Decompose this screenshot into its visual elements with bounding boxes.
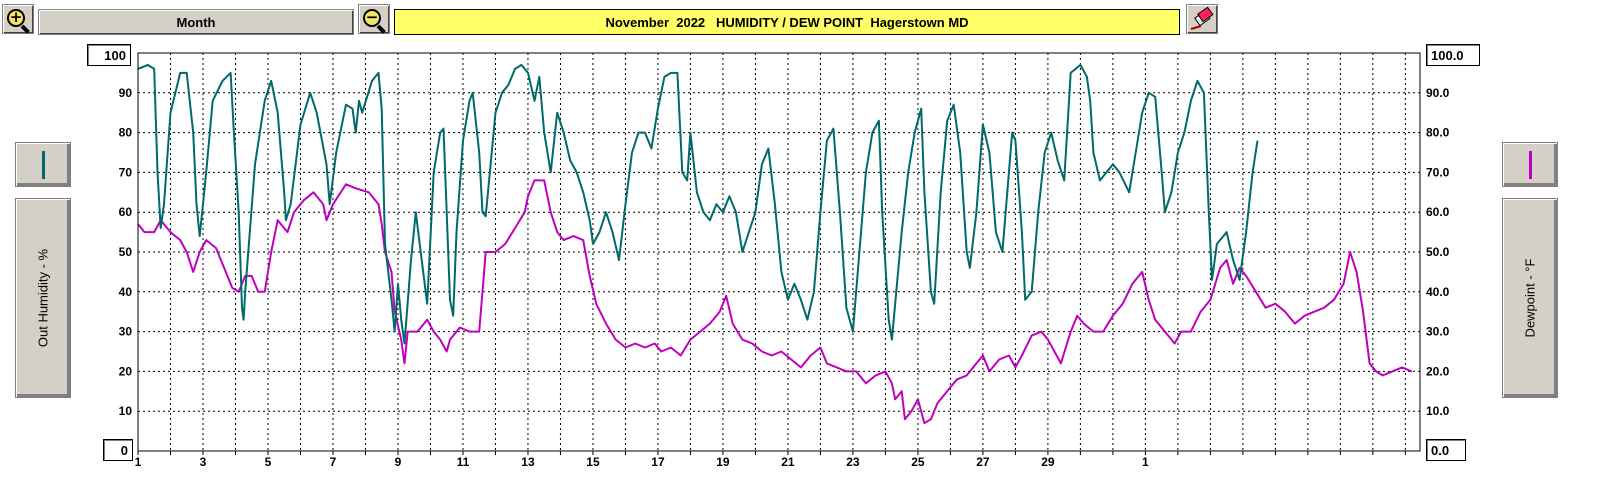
- y-left-tick-label: 80: [119, 126, 133, 140]
- x-tick-label: 7: [330, 455, 337, 469]
- dewpoint-line-swatch: [1529, 151, 1532, 179]
- y-right-tick-label: 30.0: [1426, 325, 1450, 339]
- series-layer: [137, 63, 1413, 425]
- y-left-tick-label: 70: [119, 165, 133, 179]
- zoom-out-button[interactable]: −: [358, 4, 390, 34]
- dewpoint-axis-panel[interactable]: Dewpoint - °F: [1502, 198, 1558, 398]
- x-tick-label: 25: [911, 455, 925, 469]
- y-right-tick-label: 40.0: [1426, 285, 1450, 299]
- x-tick-label: 27: [976, 455, 990, 469]
- left-axis-max[interactable]: 100: [87, 44, 131, 66]
- zoom-in-button[interactable]: +: [2, 4, 34, 34]
- chart-title: November 2022 HUMIDITY / DEW POINT Hager…: [394, 9, 1180, 35]
- x-tick-label: 15: [586, 455, 600, 469]
- grid: [138, 53, 1420, 451]
- right-axis-min[interactable]: 0.0: [1426, 439, 1466, 461]
- range-selector-button[interactable]: Month: [38, 9, 354, 35]
- x-tick-label: 21: [781, 455, 795, 469]
- right-axis-max[interactable]: 100.0: [1426, 44, 1480, 66]
- y-right-tick-label: 60.0: [1426, 205, 1450, 219]
- x-tick-label: 3: [200, 455, 207, 469]
- y-left-tick-label: 90: [119, 86, 133, 100]
- zoom-in-icon: +: [7, 8, 25, 27]
- y-right-tick-label: 90.0: [1426, 86, 1450, 100]
- x-tick-label: 5: [265, 455, 272, 469]
- humidity-axis-panel[interactable]: Out Humidity - %: [15, 198, 71, 398]
- dewpoint-series-line: [137, 179, 1413, 425]
- x-tick-label: 1: [135, 455, 142, 469]
- y-right-tick-label: 10.0: [1426, 404, 1450, 418]
- humidity-line-swatch: [42, 151, 45, 179]
- x-tick-label: 19: [716, 455, 730, 469]
- tick-labels: 10 10.0 20 20.0 30 30.0 40 40.0 50 50.0 60 60.0 70 70…: [119, 86, 1450, 469]
- y-left-tick-label: 30: [119, 325, 133, 339]
- y-right-tick-label: 70.0: [1426, 165, 1450, 179]
- y-left-tick-label: 50: [119, 245, 133, 259]
- x-tick-label: 23: [846, 455, 860, 469]
- humidity-color-button[interactable]: [15, 142, 71, 187]
- y-left-tick-label: 20: [119, 364, 133, 378]
- plot-frame: [137, 52, 1421, 452]
- x-tick-label: 11: [457, 455, 470, 469]
- dewpoint-color-button[interactable]: [1502, 142, 1558, 187]
- y-right-tick-label: 50.0: [1426, 245, 1450, 259]
- x-tick-label: 13: [521, 455, 535, 469]
- x-tick-label: 9: [395, 455, 402, 469]
- humidity-series-line: [137, 63, 1259, 345]
- y-right-tick-label: 20.0: [1426, 364, 1450, 378]
- eraser-icon: [1190, 6, 1214, 30]
- x-tick-label: 17: [651, 455, 665, 469]
- y-left-tick-label: 10: [119, 404, 133, 418]
- y-left-tick-label: 60: [119, 205, 133, 219]
- x-tick-label: 29: [1041, 455, 1055, 469]
- zoom-out-icon: −: [363, 8, 381, 27]
- y-right-tick-label: 80.0: [1426, 126, 1450, 140]
- x-tick-label: 1: [1142, 455, 1149, 469]
- clear-button[interactable]: [1186, 4, 1218, 34]
- y-left-tick-label: 40: [119, 285, 133, 299]
- left-axis-min[interactable]: 0: [103, 439, 133, 461]
